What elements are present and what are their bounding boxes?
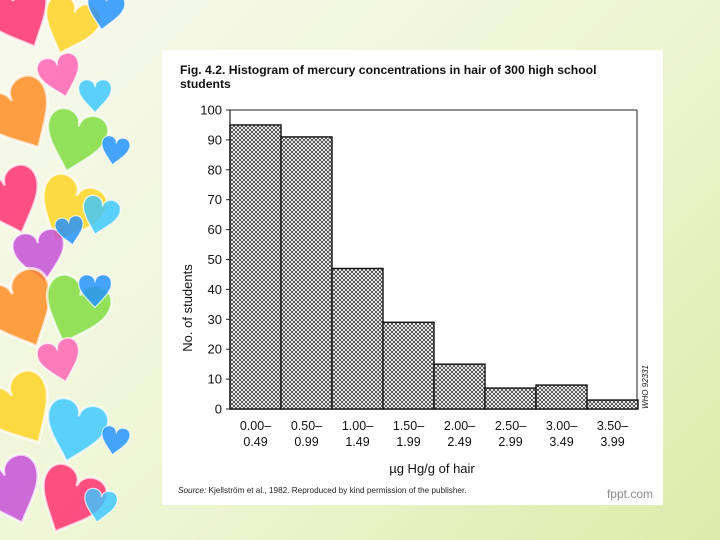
heart-shape	[86, 0, 126, 31]
histogram-bar	[382, 321, 435, 410]
x-tick-label: 3.49	[549, 435, 573, 449]
histogram-bar	[586, 399, 639, 410]
y-tick-label: 0	[215, 402, 222, 417]
heart-decoration	[0, 0, 131, 534]
y-axis-label: No. of students	[180, 264, 195, 352]
x-tick-label: 1.00–	[342, 419, 373, 433]
x-tick-label: 0.50–	[291, 419, 322, 433]
heart-shape	[0, 73, 49, 150]
y-tick-label: 30	[208, 312, 222, 327]
x-tick-label: 0.49	[243, 435, 267, 449]
histogram-bar	[331, 267, 384, 410]
x-tick-label: 2.50–	[495, 419, 526, 433]
y-tick-label: 10	[208, 372, 222, 387]
heart-shape	[77, 274, 113, 309]
heart-shape	[36, 337, 80, 383]
heart-shape	[0, 453, 40, 525]
heart-shape	[82, 194, 122, 236]
x-tick-label: 2.00–	[444, 419, 475, 433]
heart-shape	[46, 106, 110, 174]
heart-shape	[42, 462, 109, 534]
figure-panel: Fig. 4.2. Histogram of mercury concentra…	[162, 50, 663, 505]
x-tick-label: 1.49	[345, 435, 369, 449]
y-tick-label: 80	[208, 162, 222, 177]
source-note: Source: Kjellström et al., 1982. Reprodu…	[178, 486, 467, 495]
fppt-watermark: fppt.com	[606, 487, 653, 501]
y-tick-label: 40	[208, 282, 222, 297]
heart-shape	[101, 425, 131, 456]
y-tick-label: 100	[200, 103, 222, 118]
x-axis-label: µg Hg/g of hair	[389, 461, 475, 476]
heart-shape	[36, 52, 80, 98]
heart-shape	[46, 396, 110, 464]
heart-shape	[0, 267, 52, 349]
y-tick-label: 60	[208, 222, 222, 237]
y-tick-label: 20	[208, 342, 222, 357]
histogram-bar	[280, 136, 333, 410]
x-tick-label: 0.00–	[240, 419, 271, 433]
x-tick-label: 2.49	[447, 435, 471, 449]
x-tick-label: 0.99	[294, 435, 318, 449]
x-tick-label: 3.50–	[597, 419, 628, 433]
heart-shape	[77, 79, 113, 114]
x-tick-label: 1.99	[396, 435, 420, 449]
histogram-bar	[433, 363, 486, 410]
heart-shape	[54, 215, 84, 246]
histogram-chart: Fig. 4.2. Histogram of mercury concentra…	[178, 63, 650, 495]
histogram-bar	[484, 387, 537, 410]
figure-caption-line1: Fig. 4.2. Histogram of mercury concentra…	[180, 63, 597, 77]
x-tick-label: 3.99	[600, 435, 624, 449]
y-tick-label: 90	[208, 132, 222, 147]
side-code-label: WHO 92331	[641, 365, 650, 409]
heart-shape	[101, 135, 131, 166]
heart-shape	[84, 487, 118, 524]
y-tick-label: 70	[208, 192, 222, 207]
figure-caption-line2: students	[180, 77, 231, 91]
y-tick-label: 50	[208, 252, 222, 267]
x-tick-label: 3.00–	[546, 419, 577, 433]
heart-shape	[0, 368, 49, 445]
x-tick-label: 1.50–	[393, 419, 424, 433]
heart-shape	[0, 0, 48, 49]
x-tick-label: 2.99	[498, 435, 522, 449]
histogram-bar	[535, 384, 588, 410]
histogram-bar	[229, 124, 282, 410]
